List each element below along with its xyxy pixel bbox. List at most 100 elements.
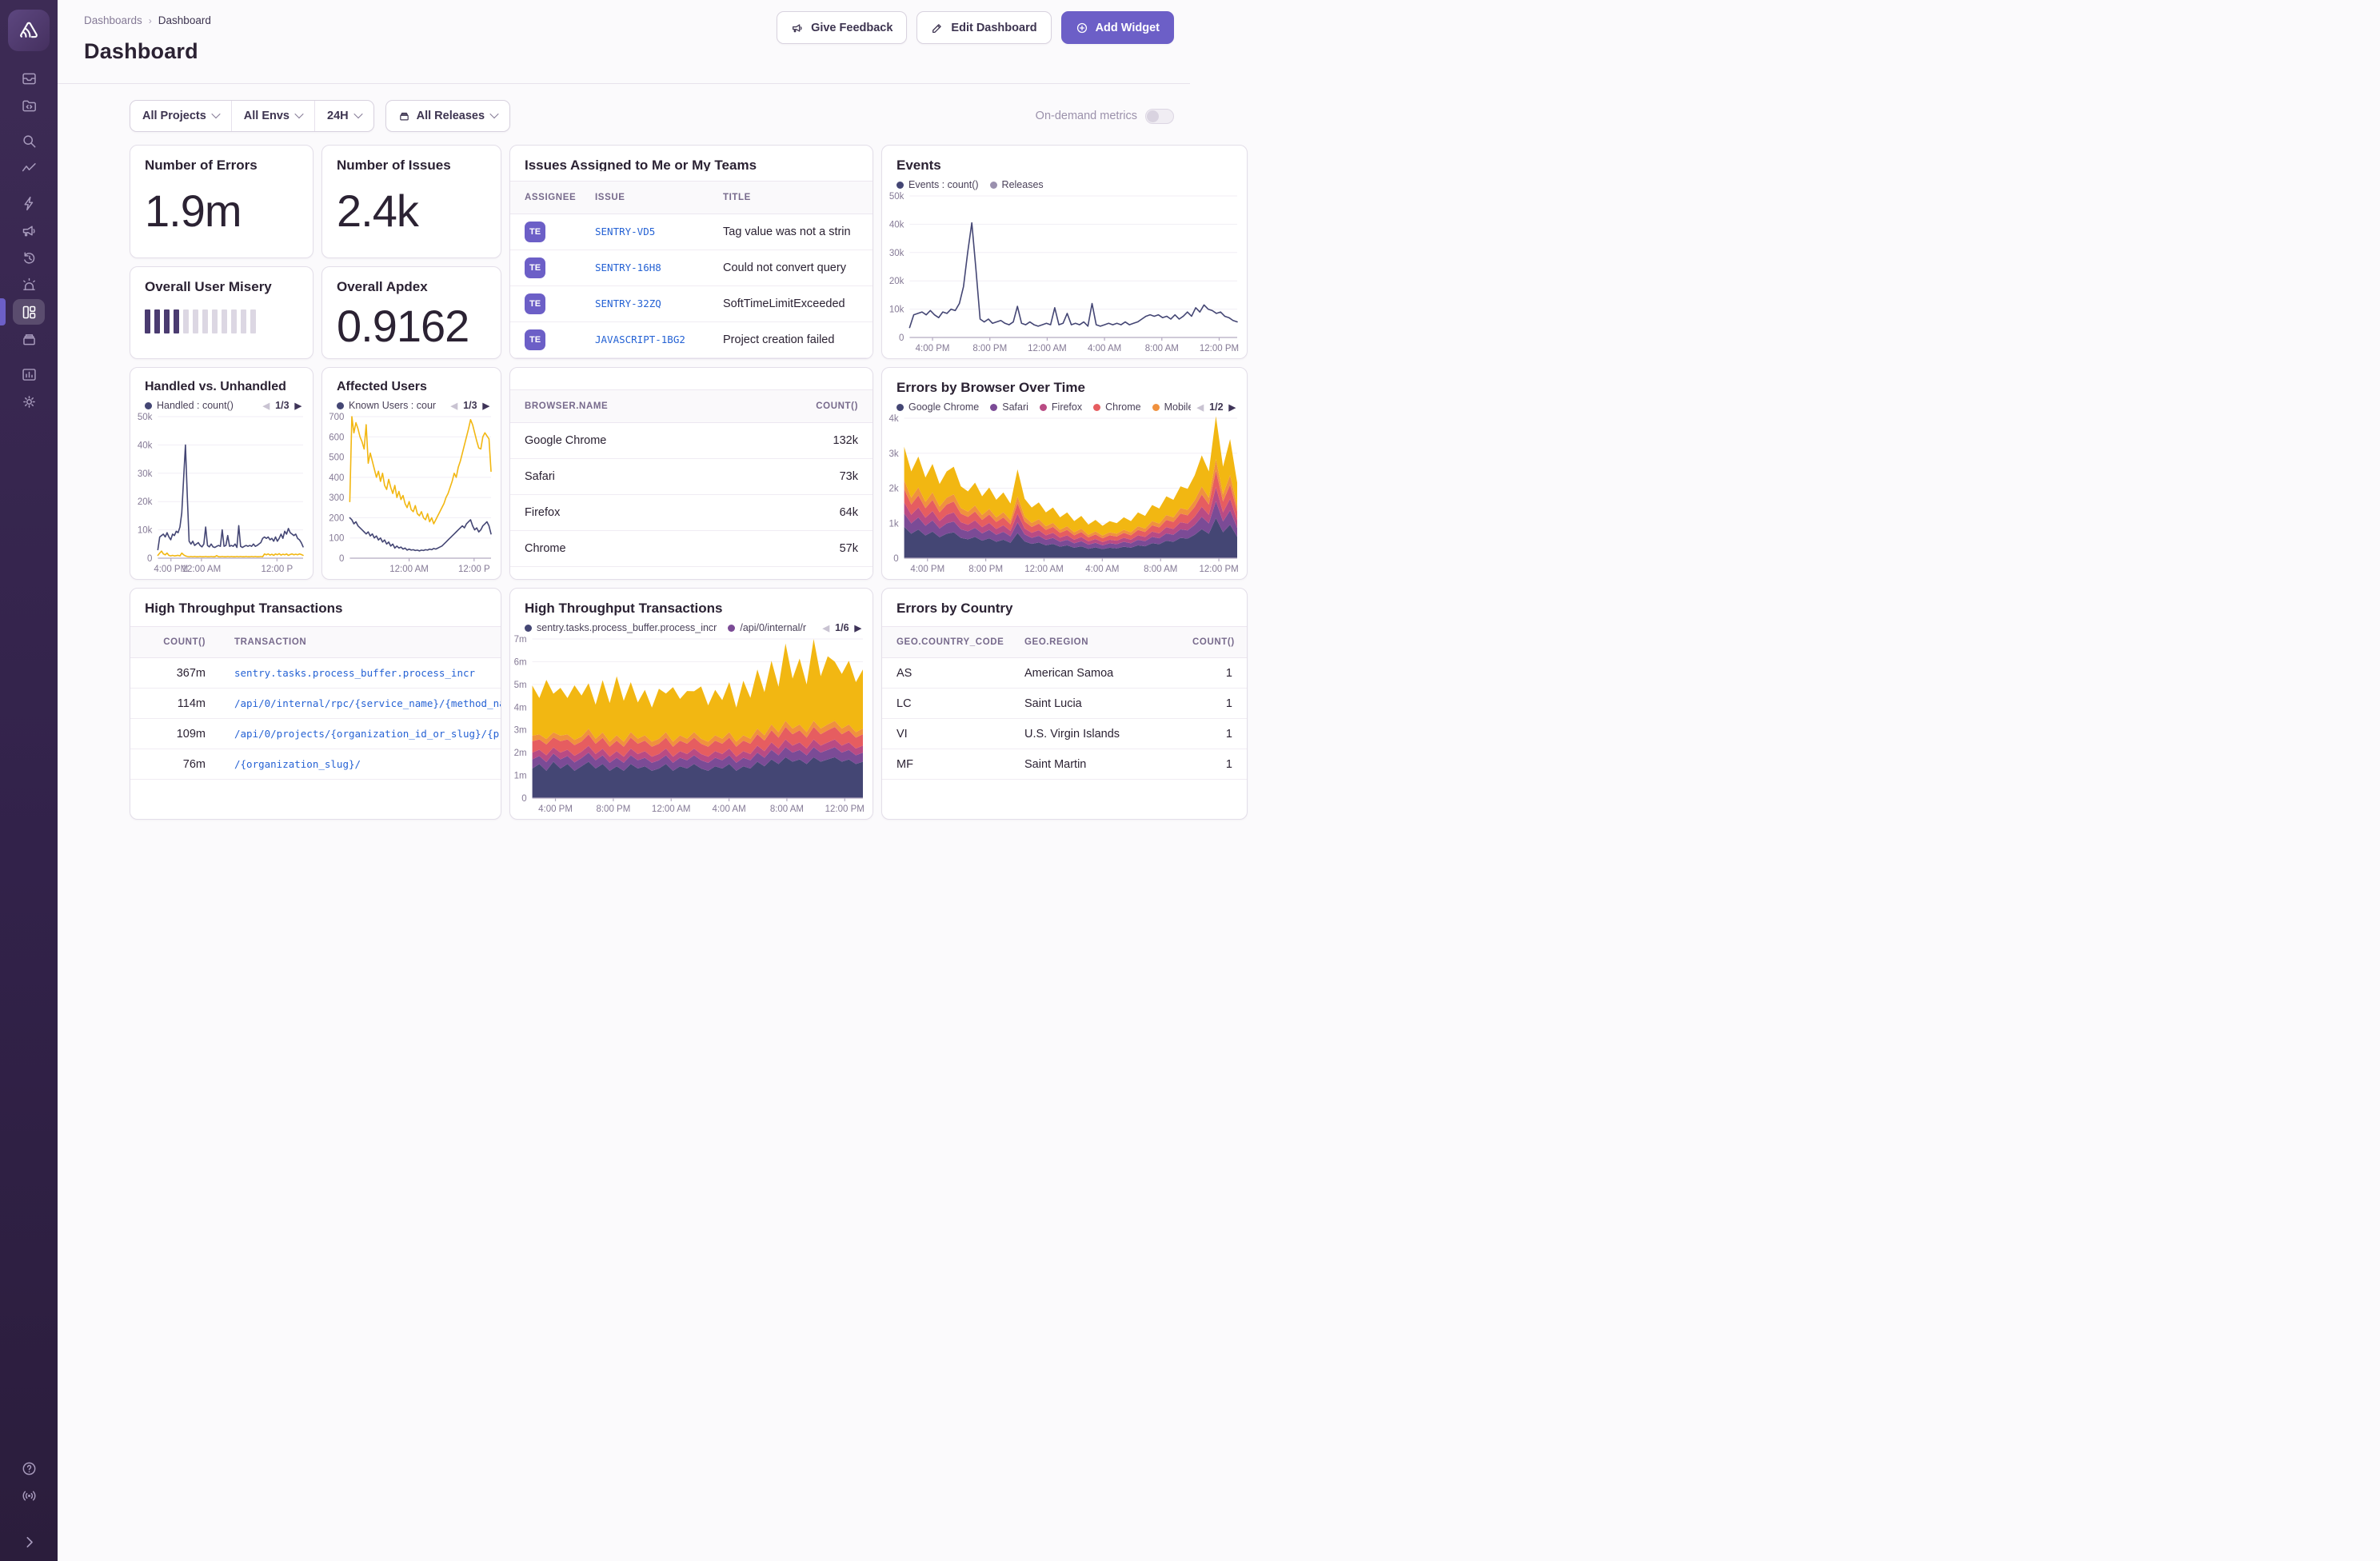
events-chart[interactable]: 010k20k30k40k50k4:00 PM8:00 PM12:00 AM4:… bbox=[885, 192, 1244, 353]
legend-item[interactable]: Chrome bbox=[1093, 401, 1140, 413]
transaction-link[interactable]: sentry.tasks.process_buffer.process_incr bbox=[234, 667, 475, 679]
transaction-link[interactable]: /{organization_slug}/ bbox=[234, 758, 361, 770]
legend-item[interactable]: sentry.tasks.process_buffer.process_incr bbox=[525, 622, 717, 633]
legend-prev-button[interactable]: ◀ bbox=[263, 401, 270, 411]
issue-link[interactable]: SENTRY-16H8 bbox=[595, 261, 661, 273]
assignee-avatar[interactable]: TE bbox=[525, 222, 545, 242]
dashboards-icon bbox=[21, 304, 38, 321]
svg-text:10k: 10k bbox=[889, 305, 904, 315]
legend-prev-button[interactable]: ◀ bbox=[1197, 402, 1204, 413]
legend-dot-icon bbox=[896, 404, 904, 411]
svg-text:12:00 AM: 12:00 AM bbox=[389, 565, 429, 574]
transaction-link[interactable]: /api/0/projects/{organization_id_or_slug… bbox=[234, 728, 501, 740]
svg-text:12:00 PM: 12:00 PM bbox=[1199, 565, 1238, 574]
date-range-filter[interactable]: 24H bbox=[314, 101, 373, 131]
browser-row: Chrome 57k bbox=[510, 531, 873, 567]
sidebar-item-dashboards[interactable] bbox=[13, 299, 45, 325]
sidebar-item-projects[interactable] bbox=[13, 93, 45, 118]
country-row: VI U.S. Virgin Islands 1 bbox=[882, 719, 1247, 749]
sidebar-item-crons[interactable] bbox=[13, 190, 45, 216]
handled-chart[interactable]: 010k20k30k40k50k4:00 PM12:00 AM12:00 P bbox=[134, 413, 309, 574]
sidebar-item-performance[interactable] bbox=[13, 155, 45, 181]
legend-item[interactable]: Safari bbox=[990, 401, 1028, 413]
on-demand-metrics-toggle[interactable] bbox=[1145, 109, 1174, 124]
transaction-link[interactable]: /api/0/internal/rpc/{service_name}/{meth… bbox=[234, 697, 501, 709]
sidebar-item-releases[interactable] bbox=[13, 326, 45, 352]
svg-text:4:00 PM: 4:00 PM bbox=[916, 344, 950, 353]
legend-item[interactable]: Known Users : cour bbox=[337, 400, 436, 411]
affected-users-chart[interactable]: 010020030040050060070012:00 AM12:00 P bbox=[325, 413, 497, 574]
edit-dashboard-button[interactable]: Edit Dashboard bbox=[916, 11, 1051, 44]
country-count: 1 bbox=[1178, 758, 1247, 771]
sidebar-item-alerts[interactable] bbox=[13, 272, 45, 297]
svg-text:4:00 PM: 4:00 PM bbox=[910, 565, 944, 574]
environment-filter[interactable]: All Envs bbox=[231, 101, 314, 131]
svg-text:0: 0 bbox=[521, 794, 526, 804]
browser-name: Mobile Safari bbox=[510, 578, 777, 580]
legend-item[interactable]: Mobile S bbox=[1152, 401, 1191, 413]
gauge-segment bbox=[231, 309, 237, 333]
legend-prev-button[interactable]: ◀ bbox=[451, 401, 457, 411]
performance-icon bbox=[21, 160, 38, 177]
sidebar-collapse-button[interactable] bbox=[13, 1529, 45, 1555]
svg-text:8:00 AM: 8:00 AM bbox=[1144, 565, 1177, 574]
sidebar-item-issues[interactable] bbox=[13, 66, 45, 91]
country-region: Saint Lucia bbox=[1010, 697, 1178, 710]
transaction-row: 114m /api/0/internal/rpc/{service_name}/… bbox=[130, 689, 501, 719]
sidebar-item-help[interactable] bbox=[13, 1455, 45, 1481]
issue-link[interactable]: JAVASCRIPT-1BG2 bbox=[595, 333, 685, 345]
breadcrumb-dashboards[interactable]: Dashboards bbox=[84, 14, 142, 26]
svg-text:8:00 PM: 8:00 PM bbox=[972, 344, 1007, 353]
svg-text:0: 0 bbox=[893, 554, 898, 564]
sentry-logo[interactable] bbox=[8, 10, 50, 51]
assignee-avatar[interactable]: TE bbox=[525, 329, 545, 350]
svg-text:4:00 AM: 4:00 AM bbox=[712, 804, 745, 814]
svg-text:0: 0 bbox=[899, 333, 904, 343]
legend-next-button[interactable]: ▶ bbox=[855, 623, 861, 633]
legend-item[interactable]: Firefox bbox=[1040, 401, 1082, 413]
issues-icon bbox=[21, 70, 38, 87]
table-header: geo.country_code geo.region count() bbox=[882, 626, 1247, 658]
give-feedback-button[interactable]: Give Feedback bbox=[777, 11, 907, 44]
widget-user-misery: Overall User Misery bbox=[130, 266, 313, 359]
assignee-avatar[interactable]: TE bbox=[525, 293, 545, 314]
high-throughput-chart[interactable]: 01m2m3m4m5m6m7m4:00 PM8:00 PM12:00 AM4:0… bbox=[513, 635, 869, 814]
browser-name: Firefox bbox=[510, 506, 777, 519]
assignee-avatar[interactable]: TE bbox=[525, 258, 545, 278]
chevron-down-icon bbox=[489, 109, 498, 118]
legend-page: 1/3 bbox=[463, 400, 477, 411]
legend-dot-icon bbox=[990, 182, 997, 189]
issue-link[interactable]: SENTRY-32ZQ bbox=[595, 297, 661, 309]
issue-title: Tag value was not a strin bbox=[709, 226, 873, 238]
legend-next-button[interactable]: ▶ bbox=[1229, 402, 1236, 413]
legend-prev-button[interactable]: ◀ bbox=[823, 623, 829, 633]
errors-by-browser-over-time-chart[interactable]: 01k2k3k4k4:00 PM8:00 PM12:00 AM4:00 AM8:… bbox=[885, 414, 1244, 574]
legend-item[interactable]: Handled : count() bbox=[145, 400, 234, 411]
projects-icon bbox=[21, 98, 38, 114]
svg-text:12:00 PM: 12:00 PM bbox=[1200, 344, 1239, 353]
issue-link[interactable]: SENTRY-VD5 bbox=[595, 226, 655, 238]
sidebar-item-settings[interactable] bbox=[13, 389, 45, 414]
legend-dot-icon bbox=[525, 625, 532, 632]
add-widget-button[interactable]: Add Widget bbox=[1061, 11, 1174, 44]
megaphone-icon bbox=[791, 22, 804, 34]
release-filter[interactable]: All Releases bbox=[385, 100, 510, 132]
project-filter[interactable]: All Projects bbox=[130, 101, 231, 131]
sidebar-item-replays[interactable] bbox=[13, 245, 45, 270]
legend-item[interactable]: Events : count() bbox=[896, 179, 979, 190]
legend-next-button[interactable]: ▶ bbox=[295, 401, 301, 411]
legend-item[interactable]: Releases bbox=[990, 179, 1044, 190]
browser-count: 33k bbox=[777, 578, 873, 580]
sidebar-item-stats[interactable] bbox=[13, 361, 45, 387]
sidebar-item-search[interactable] bbox=[13, 128, 45, 154]
legend-dot-icon bbox=[728, 625, 735, 632]
svg-text:700: 700 bbox=[329, 413, 344, 422]
chevron-down-icon bbox=[211, 109, 220, 118]
legend-item[interactable]: Google Chrome bbox=[896, 401, 979, 413]
sidebar-item-feedback[interactable] bbox=[13, 218, 45, 243]
legend-item[interactable]: /api/0/internal/r bbox=[728, 622, 806, 633]
legend-dot-icon bbox=[1040, 404, 1047, 411]
legend-next-button[interactable]: ▶ bbox=[483, 401, 489, 411]
sidebar-item-whats-new[interactable] bbox=[13, 1483, 45, 1508]
svg-text:40k: 40k bbox=[138, 441, 153, 450]
